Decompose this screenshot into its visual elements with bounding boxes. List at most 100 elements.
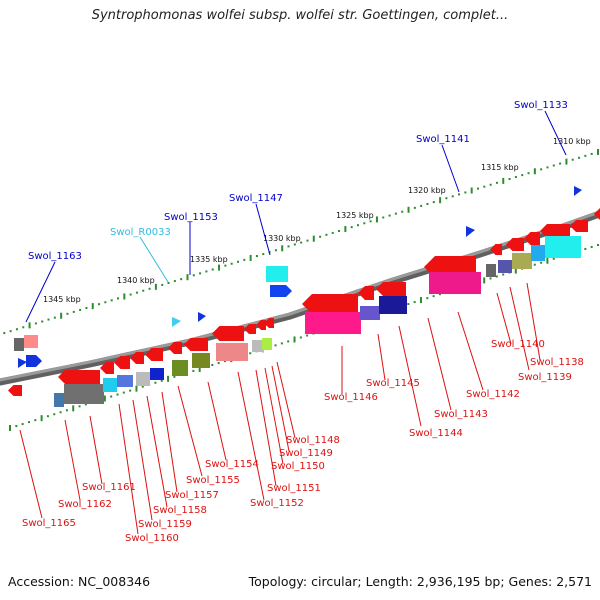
gene-1153-arrow[interactable] xyxy=(198,312,206,322)
gene-1150-block[interactable] xyxy=(252,340,264,352)
gene-1163-block[interactable] xyxy=(14,338,24,351)
gene-1138-block[interactable] xyxy=(545,236,581,258)
gene-1138-arrow[interactable] xyxy=(540,224,570,238)
lower-scale-minor-tick xyxy=(65,409,68,412)
gene-1164-block[interactable] xyxy=(24,335,38,348)
gene-1140-block[interactable] xyxy=(512,253,532,269)
gene-1145-block[interactable] xyxy=(360,306,380,320)
label-swol-1147[interactable]: Swol_1147 xyxy=(229,193,283,204)
gene-1137-arrow[interactable] xyxy=(570,220,588,232)
gene-1149-arrow[interactable] xyxy=(256,320,266,330)
upper-scale-minor-tick xyxy=(584,154,587,157)
gene-1145-arrow[interactable] xyxy=(358,286,374,300)
gene-1149-block[interactable] xyxy=(262,338,272,350)
gene-1152-block[interactable] xyxy=(216,343,248,361)
label-swol-1157[interactable]: Swol_1157 xyxy=(165,490,219,501)
gene-1158-arrow[interactable] xyxy=(145,348,163,361)
label-swol-1138[interactable]: Swol_1138 xyxy=(530,357,584,368)
gene-1165-arrow[interactable] xyxy=(8,385,22,396)
label-swol-1143[interactable]: Swol_1143 xyxy=(434,409,488,420)
upper-scale-major-tick xyxy=(470,187,473,194)
label-swol-1145[interactable]: Swol_1145 xyxy=(366,378,420,389)
label-swol-1158[interactable]: Swol_1158 xyxy=(153,505,207,516)
forward-labels: Swol_1133 Swol_1141 Swol_1147 Swol_1153 … xyxy=(28,100,568,262)
gene-1144-block[interactable] xyxy=(379,296,407,314)
label-swol-1133[interactable]: Swol_1133 xyxy=(514,100,568,111)
upper-scale-minor-tick xyxy=(514,176,517,179)
label-swol-1144[interactable]: Swol_1144 xyxy=(409,428,463,439)
gene-1140-arrow[interactable] xyxy=(506,238,524,251)
upper-scale-minor-tick xyxy=(432,201,435,204)
scale-labels: 1310 kbp 1315 kbp 1320 kbp 1325 kbp 1330… xyxy=(43,137,591,304)
gene-1141-arrow[interactable] xyxy=(466,226,475,237)
lower-scale-major-tick xyxy=(514,267,517,274)
label-swol-1165[interactable]: Swol_1165 xyxy=(22,518,76,529)
label-swol-1155[interactable]: Swol_1155 xyxy=(186,475,240,486)
gene-1141b-arrow[interactable] xyxy=(490,244,502,255)
gene-1148-arrow[interactable] xyxy=(264,318,274,328)
gene-1154-block[interactable] xyxy=(192,353,210,368)
gene-1141c-block[interactable] xyxy=(498,260,512,273)
gene-1163-arrow[interactable] xyxy=(26,355,42,367)
label-swol-1150[interactable]: Swol_1150 xyxy=(271,461,325,472)
scale-label-1320: 1320 kbp xyxy=(408,186,446,195)
gene-1133-arrow[interactable] xyxy=(574,186,582,196)
label-swol-1148[interactable]: Swol_1148 xyxy=(286,435,340,446)
reverse-leader-6 xyxy=(377,333,386,381)
gene-1162-block[interactable] xyxy=(54,393,64,407)
upper-scale-major-tick xyxy=(186,274,189,281)
upper-scale-minor-tick xyxy=(413,206,416,209)
gene-1146-arrow[interactable] xyxy=(302,294,358,314)
gene-1142b-block[interactable] xyxy=(486,264,496,277)
gene-1155-block[interactable] xyxy=(172,360,188,376)
label-swol-1153[interactable]: Swol_1153 xyxy=(164,212,218,223)
gene-1139-block[interactable] xyxy=(531,245,545,261)
gene-1151-arrow[interactable] xyxy=(244,324,256,334)
gene-1155-arrow[interactable] xyxy=(184,338,208,351)
gene-1147-arrow[interactable] xyxy=(270,285,292,297)
label-swol-1149[interactable]: Swol_1149 xyxy=(279,448,333,459)
gene-1161-block[interactable] xyxy=(64,384,104,404)
gene-1160-block[interactable] xyxy=(103,378,117,392)
gene-1159-block[interactable] xyxy=(117,375,133,387)
label-swol-1140[interactable]: Swol_1140 xyxy=(491,339,545,350)
gene-1159-arrow[interactable] xyxy=(130,352,144,364)
label-swol-1159[interactable]: Swol_1159 xyxy=(138,519,192,530)
label-swol-1141[interactable]: Swol_1141 xyxy=(416,134,470,145)
label-swol-1162[interactable]: Swol_1162 xyxy=(58,499,112,510)
label-swol-1151[interactable]: Swol_1151 xyxy=(267,483,321,494)
label-swol-1146[interactable]: Swol_1146 xyxy=(324,392,378,403)
gene-1160-arrow[interactable] xyxy=(114,356,130,369)
rna-r0033-arrow[interactable] xyxy=(172,317,181,327)
label-swol-1139[interactable]: Swol_1139 xyxy=(518,372,572,383)
gene-1146-block[interactable] xyxy=(305,312,361,334)
gene-1136-arrow[interactable] xyxy=(594,208,600,220)
gene-1162-arrow[interactable] xyxy=(58,370,100,384)
label-swol-r0033[interactable]: Swol_R0033 xyxy=(110,227,171,238)
gene-1143-block[interactable] xyxy=(429,272,481,294)
label-swol-1163[interactable]: Swol_1163 xyxy=(28,251,82,262)
gene-1154-arrow[interactable] xyxy=(212,326,244,341)
upper-scale-minor-tick xyxy=(47,318,50,321)
gene-1158-block[interactable] xyxy=(136,372,150,386)
gene-1157-arrow[interactable] xyxy=(168,342,182,354)
gene-1163b-arrow[interactable] xyxy=(18,358,27,368)
label-swol-1154[interactable]: Swol_1154 xyxy=(205,459,259,470)
gene-1161-arrow[interactable] xyxy=(100,362,114,374)
upper-scale-minor-tick xyxy=(237,260,239,263)
label-swol-1161[interactable]: Swol_1161 xyxy=(82,482,136,493)
gene-1144-arrow[interactable] xyxy=(376,282,406,296)
label-swol-1160[interactable]: Swol_1160 xyxy=(125,533,179,544)
gene-1147-block[interactable] xyxy=(266,266,288,282)
scale-label-1315: 1315 kbp xyxy=(481,163,519,172)
label-swol-1142[interactable]: Swol_1142 xyxy=(466,389,520,400)
upper-scale-minor-tick xyxy=(369,220,372,223)
lower-scale-minor-tick xyxy=(192,369,195,372)
gene-1157-block[interactable] xyxy=(150,368,164,380)
label-swol-1152[interactable]: Swol_1152 xyxy=(250,498,304,509)
upper-scale-minor-tick xyxy=(331,231,334,234)
lower-scale-minor-tick xyxy=(502,273,505,276)
upper-scale-minor-tick xyxy=(41,320,44,323)
gene-1139-arrow[interactable] xyxy=(524,232,540,245)
